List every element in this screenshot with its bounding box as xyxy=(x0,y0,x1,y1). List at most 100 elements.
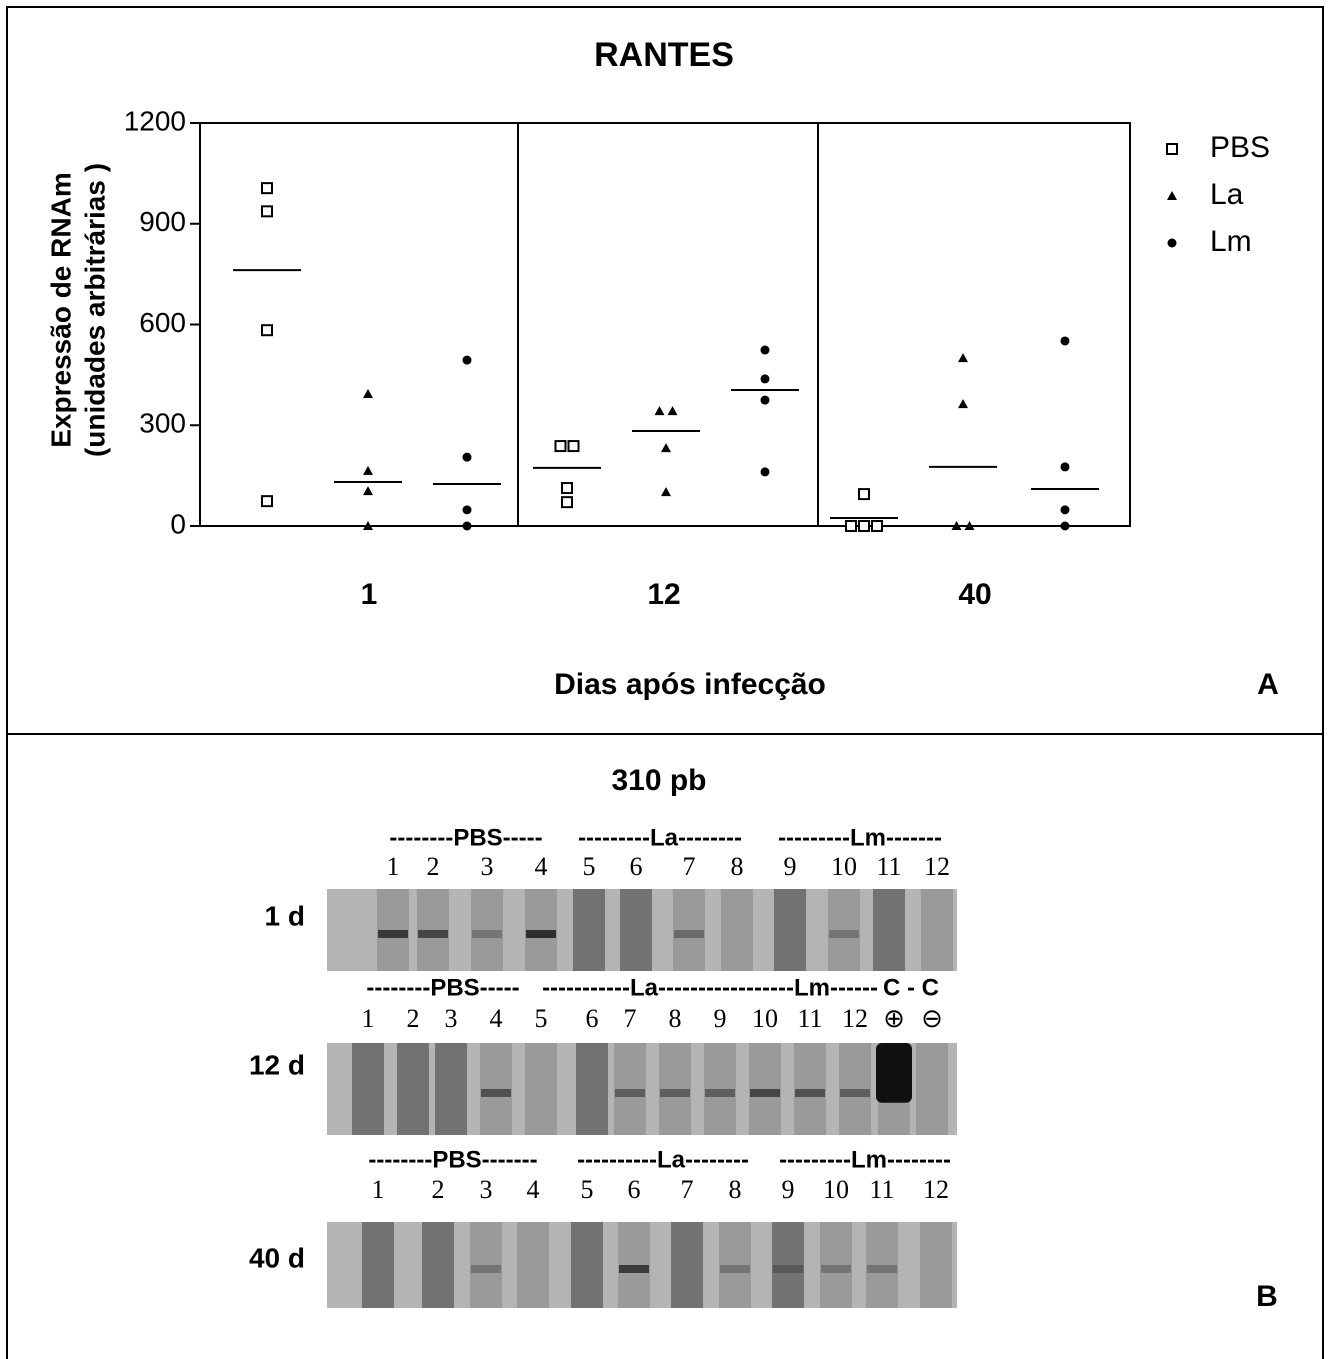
gel-lane xyxy=(774,889,806,971)
gel-band xyxy=(876,1043,912,1103)
data-point xyxy=(562,497,572,507)
x-axis-label: Dias após infecção xyxy=(554,668,826,701)
data-point xyxy=(1167,191,1177,200)
gel-band xyxy=(867,1265,897,1273)
lane-number: 11 xyxy=(797,1004,822,1033)
gel-band xyxy=(619,1265,649,1273)
gel-lane xyxy=(435,1043,467,1135)
gel-band xyxy=(378,930,408,938)
data-point xyxy=(556,441,566,451)
lane-number: ⊕ xyxy=(883,1004,905,1033)
data-point xyxy=(761,346,770,355)
legend-label: La xyxy=(1210,178,1244,211)
panel-label: A xyxy=(1257,668,1279,701)
lane-number: 4 xyxy=(535,852,548,881)
gel-row-label: 12 d xyxy=(249,1049,305,1080)
lane-number: 11 xyxy=(869,1175,894,1204)
data-point xyxy=(958,399,968,408)
lane-number: 8 xyxy=(731,852,744,881)
data-point xyxy=(463,505,472,514)
lane-number: ⊖ xyxy=(921,1004,943,1033)
gel-band xyxy=(472,930,502,938)
legend-label: PBS xyxy=(1210,131,1270,164)
gel-group-label: ---------Lm-------- xyxy=(779,1146,951,1173)
lane-number: 10 xyxy=(752,1004,778,1033)
lane-number: 7 xyxy=(681,1175,694,1204)
x-tick-label: 12 xyxy=(647,578,680,611)
gel-lane xyxy=(620,889,652,971)
data-point xyxy=(872,521,882,531)
gel-lane xyxy=(671,1222,703,1308)
data-point xyxy=(569,441,579,451)
data-point xyxy=(661,443,671,452)
lane-number: 1 xyxy=(387,852,400,881)
gel-lane xyxy=(873,889,905,971)
gel-lane xyxy=(721,889,753,971)
y-tick-label: 900 xyxy=(139,206,186,237)
gel-band xyxy=(750,1089,780,1097)
y-tick-label: 300 xyxy=(139,408,186,439)
data-point xyxy=(562,483,572,493)
lane-number: 3 xyxy=(445,1004,458,1033)
gel-band xyxy=(615,1089,645,1097)
gel-band xyxy=(795,1089,825,1097)
lane-number: 7 xyxy=(624,1004,637,1033)
gel-band xyxy=(660,1089,690,1097)
data-point xyxy=(262,325,272,335)
lane-number: 2 xyxy=(407,1004,420,1033)
lane-number: 5 xyxy=(581,1175,594,1204)
data-point xyxy=(1061,522,1070,531)
gel-band xyxy=(471,1265,501,1273)
lane-number: 2 xyxy=(427,852,440,881)
figure: RANTES Expressão de RNAm (unidades arbit… xyxy=(0,0,1330,1359)
gel-band xyxy=(481,1089,511,1097)
plot-frame xyxy=(200,123,1130,526)
gel-lane xyxy=(920,1222,952,1308)
data-point xyxy=(859,521,869,531)
gel-band xyxy=(720,1265,750,1273)
lane-number: 5 xyxy=(535,1004,548,1033)
lane-number: 1 xyxy=(362,1004,375,1033)
gel-group-label: -----------La-------- xyxy=(542,974,722,1001)
gel-lane xyxy=(517,1222,549,1308)
gel-group-label: ---------La-------- xyxy=(578,824,742,851)
gel-row-label: 40 d xyxy=(249,1242,305,1273)
lane-number: 8 xyxy=(669,1004,682,1033)
y-tick-label: 1200 xyxy=(124,105,186,136)
gel-band xyxy=(674,930,704,938)
data-point xyxy=(661,487,671,496)
data-point xyxy=(363,389,373,398)
gel-band xyxy=(418,930,448,938)
lane-number: 9 xyxy=(784,852,797,881)
gel-band xyxy=(829,930,859,938)
data-point xyxy=(1168,239,1177,248)
lane-number: 12 xyxy=(923,1175,949,1204)
gel-lane xyxy=(916,1043,948,1135)
lane-number: 12 xyxy=(924,852,950,881)
gel-group-label: ---------Lm------ xyxy=(722,974,878,1001)
gel-row-label: 1 d xyxy=(265,900,305,931)
lane-number: 2 xyxy=(432,1175,445,1204)
data-point xyxy=(668,406,678,415)
gel-lane xyxy=(422,1222,454,1308)
lane-number: 3 xyxy=(481,852,494,881)
data-point xyxy=(761,467,770,476)
lane-number: 7 xyxy=(683,852,696,881)
data-point xyxy=(846,521,856,531)
data-point xyxy=(958,353,968,362)
gel-group-label: --------PBS----- xyxy=(366,974,519,1001)
data-point xyxy=(262,206,272,216)
data-point xyxy=(463,453,472,462)
data-point xyxy=(1061,505,1070,514)
data-point xyxy=(463,356,472,365)
y-axis-label: Expressão de RNAm (unidades arbitrárias … xyxy=(45,163,110,457)
chart-title: RANTES xyxy=(594,36,734,74)
gel-title: 310 pb xyxy=(611,764,706,797)
gel-band xyxy=(526,930,556,938)
gel-group-label: ---------Lm------- xyxy=(778,824,942,851)
gel-group-label: --------PBS------- xyxy=(368,1146,537,1173)
lane-number: 8 xyxy=(729,1175,742,1204)
gel-lane xyxy=(352,1043,384,1135)
page: RANTES Expressão de RNAm (unidades arbit… xyxy=(0,0,1330,1359)
y-label-line: Expressão de RNAm xyxy=(45,172,76,447)
